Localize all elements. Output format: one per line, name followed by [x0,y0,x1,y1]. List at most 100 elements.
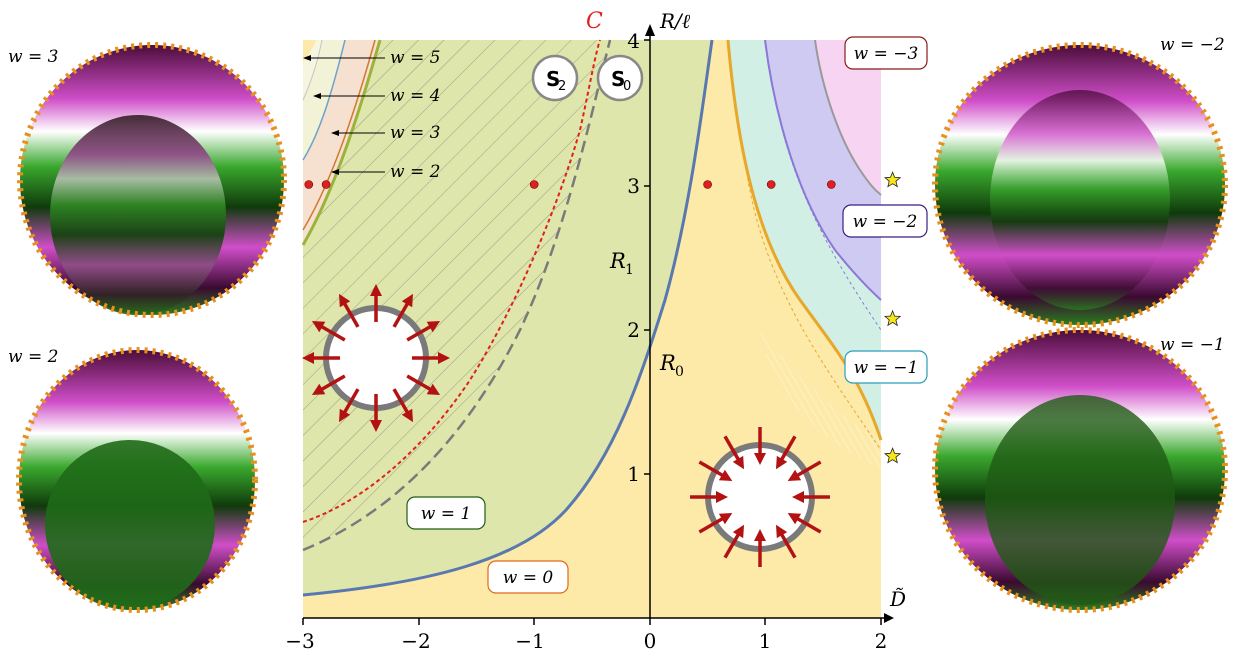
wm3-box: w = −3 [844,36,928,70]
curves [301,39,883,597]
side-label-left-bottom: w = 2 [8,347,58,367]
data-markers [304,171,902,464]
w2-label: w = 2 [390,162,440,182]
ring-arrow-head [787,513,802,525]
ring-arrow-head [776,455,788,470]
y-tick-labels: 1 2 3 4 [627,29,640,486]
ring-arrow-head [754,453,766,465]
ring-arrow-head [732,524,744,539]
ring-arrow-head [718,469,733,481]
star-marker [883,171,902,188]
c-curve [302,39,601,523]
w2-inner [302,39,376,231]
svg-text:w = −3: w = −3 [854,44,919,64]
data-point [321,180,331,189]
x-axis-arrow [884,613,894,623]
data-point [304,180,314,189]
svg-text:0: 0 [623,79,631,94]
x-tick-label: 1 [759,629,772,652]
y-tick-label: 1 [627,462,640,486]
c-curve-label: C [586,9,603,34]
w-labels-left: w = 5 w = 4 w = 3 w = 2 [303,48,440,182]
wm2-box: w = −2 [842,204,928,238]
side-label-right-bottom: w = −1 [1160,335,1225,355]
r1-label: R 1 [609,249,634,278]
ring-arrow-head [370,284,382,296]
svg-text:R: R [659,351,676,375]
sphere-illustration-left-top [17,42,287,318]
ring-arrow-head [302,352,314,364]
ring-arrow-head [339,408,351,423]
ring-arrow-head [426,321,441,333]
svg-text:w = −1: w = −1 [854,358,919,378]
s0-circle: S 0 [596,54,644,102]
ring-arrow-head [339,293,351,308]
ring-arrow-head [370,420,382,432]
hedgehog-outward-ring [302,284,450,432]
ring-arrow-head [311,321,326,333]
data-point [703,180,712,189]
y-axis-label: R/ℓ [659,9,691,33]
w5-label: w = 5 [390,48,440,68]
wm1-box: w = −1 [844,350,928,384]
svg-text:S: S [611,67,625,91]
svg-text:0: 0 [675,364,684,380]
svg-text:2: 2 [558,79,566,94]
svg-text:1: 1 [625,262,634,278]
white-hatch-strip [760,330,881,470]
wm2-dotted [769,69,882,331]
y-tick-label: 4 [627,29,640,53]
svg-text:w = 0: w = 0 [503,568,554,588]
y-tick-label: 3 [627,174,640,198]
s2-circle: S 2 [531,54,579,102]
svg-text:S: S [546,67,560,91]
region-wm3 [815,40,881,195]
wm3-boundary [814,39,882,196]
ring-arrow-head [787,469,802,481]
w2-boundary [301,39,382,246]
x-tick-label: −3 [285,629,314,652]
x-axis-label: D̃ [889,587,906,611]
axes [302,24,894,625]
w3-boundary [302,39,346,161]
x-tick-label: −2 [401,629,430,652]
x-tick-label: 2 [875,629,888,652]
ring-arrow-head [776,524,788,539]
svg-text:w = −2: w = −2 [853,212,918,232]
wm2-boundary [764,39,882,301]
r0-curve [302,39,714,597]
sphere-illustration-left-bottom [16,347,258,613]
ring-circle [323,305,429,411]
x-tick-label: 0 [644,629,657,652]
w4-label: w = 4 [390,86,440,106]
ring-arrow-head [718,513,733,525]
svg-text:w = 1: w = 1 [421,504,471,524]
y-axis-arrow [645,24,655,36]
ring-arrow-head [311,383,326,395]
ring-arrow-head [401,293,413,308]
r1-curve [302,39,612,552]
w4-boundary [302,39,323,101]
ring-arrow-head [438,352,450,364]
y-tick-label: 2 [627,318,640,342]
star-marker [883,447,902,464]
w1-box: w = 1 [406,496,486,530]
ring-arrow-head [716,491,728,503]
star-marker [883,309,902,327]
ring-arrow-head [401,408,413,423]
ring-arrow-head [426,383,441,395]
w3-label: w = 3 [390,123,440,143]
data-point [766,180,776,189]
hedgehog-inward-ring [690,427,830,567]
ring-arrow-head [732,455,744,470]
sphere-illustration-right-top [932,42,1228,328]
data-point [529,180,539,189]
sphere-illustration-right-bottom [932,327,1228,613]
ring-arrow-head [754,529,766,541]
side-label-left-top: w = 3 [8,47,58,67]
r0-label: R 0 [659,351,684,380]
x-tick-label: −1 [515,629,544,652]
wm1-boundary [726,39,883,441]
region-w5 [303,40,316,62]
